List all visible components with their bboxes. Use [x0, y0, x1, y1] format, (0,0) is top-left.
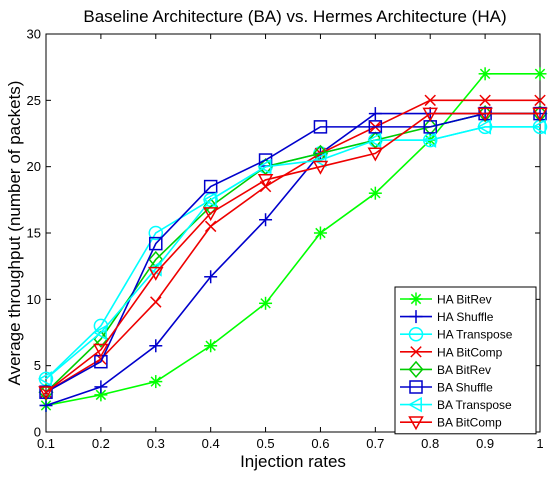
legend-entry-ba-bitcomp: BA BitComp: [400, 416, 502, 431]
data-point-ba-bitcomp: [257, 173, 274, 188]
x-tick-label: 0.3: [147, 436, 165, 451]
data-point-ba-bitcomp: [532, 107, 548, 122]
data-point-ha-bitrev: [149, 375, 163, 389]
data-point-ha-shuffle: [368, 107, 382, 121]
data-point-ha-shuffle: [204, 270, 218, 284]
data-point-ha-bitrev: [368, 186, 382, 200]
series-line-ha-bitcomp: [45, 99, 540, 393]
legend-label: HA Transpose: [437, 328, 513, 342]
series-ha-bitrev: [39, 67, 547, 412]
data-point-ha-bitrev: [478, 67, 492, 81]
legend-marker: [407, 396, 422, 413]
data-point-ha-bitrev: [204, 339, 218, 353]
data-point-ha-bitrev: [313, 226, 327, 240]
data-point-ba-transpose: [257, 158, 272, 175]
data-point-ba-bitcomp: [148, 266, 164, 281]
data-point-ha-shuffle: [39, 398, 53, 412]
legend-entry-ha-transpose: HA Transpose: [400, 326, 513, 342]
legend-label: BA Shuffle: [437, 381, 493, 395]
x-tick-label: 0.8: [421, 436, 439, 451]
data-point-ha-bitcomp: [534, 94, 546, 107]
x-tick-label: 0.6: [311, 436, 329, 451]
legend-label: HA BitRev: [437, 293, 492, 307]
data-point-ba-transpose: [477, 119, 492, 135]
data-point-ba-bitcomp: [202, 207, 219, 222]
x-tick-label: 0.7: [366, 436, 384, 451]
data-point-ha-bitcomp: [479, 94, 491, 107]
x-tick-label: 0.9: [476, 436, 494, 451]
y-axis-label: Average throughput (number of packets): [5, 81, 24, 386]
legend-entry-ba-bitrev: BA BitRev: [400, 360, 491, 379]
data-point-ba-shuffle: [368, 120, 383, 134]
data-point-ba-shuffle: [313, 120, 328, 134]
data-point-ha-bitrev: [533, 67, 547, 81]
legend-entry-ha-shuffle: HA Shuffle: [400, 310, 494, 324]
data-point-ba-transpose: [92, 324, 107, 341]
x-tick-label: 0.5: [257, 436, 275, 451]
x-axis-label: Injection rates: [240, 452, 346, 471]
data-point-ba-transpose: [422, 132, 437, 148]
legend-entry-ba-shuffle: BA Shuffle: [400, 380, 493, 395]
data-point-ba-bitrev: [422, 118, 438, 136]
series-ba-bitcomp: [38, 107, 548, 401]
legend-marker: [408, 360, 424, 379]
data-point-ha-bitrev: [259, 296, 273, 310]
series-line-ba-shuffle: [45, 112, 540, 393]
data-point-ha-bitcomp: [424, 94, 436, 107]
data-point-ha-bitrev: [94, 388, 108, 402]
y-tick-label: 20: [27, 159, 41, 174]
y-tick-label: 10: [27, 292, 41, 307]
legend-entry-ha-bitcomp: HA BitComp: [400, 345, 503, 359]
legend-label: HA BitComp: [437, 345, 503, 359]
data-point-ba-transpose: [312, 152, 327, 168]
data-point-ha-shuffle: [94, 380, 108, 394]
legend-label: BA BitComp: [437, 416, 502, 430]
data-point-ha-transpose: [148, 225, 164, 241]
data-point-ba-shuffle: [149, 236, 163, 251]
data-point-ba-bitcomp: [38, 386, 54, 401]
data-point-ba-bitcomp: [367, 147, 384, 162]
legend-marker: [408, 326, 424, 342]
y-tick-label: 15: [27, 226, 41, 241]
x-tick-label: 0.1: [37, 436, 55, 451]
data-point-ha-shuffle: [149, 339, 163, 353]
data-point-ha-shuffle: [259, 213, 273, 227]
x-tick-label: 0.2: [92, 436, 110, 451]
legend-entry-ba-transpose: BA Transpose: [400, 396, 512, 413]
legend-label: BA BitRev: [437, 363, 491, 377]
data-point-ba-bitcomp: [477, 107, 493, 122]
legend-marker: [408, 416, 424, 431]
data-point-ha-bitcomp: [150, 296, 162, 308]
data-point-ha-bitcomp: [204, 220, 217, 233]
y-tick-label: 5: [34, 358, 41, 373]
legend-label: HA Shuffle: [437, 310, 494, 324]
x-tick-label: 1: [536, 436, 543, 451]
series-line-ha-bitrev: [45, 73, 540, 407]
legend-marker: [409, 292, 423, 306]
chart-title: Baseline Architecture (BA) vs. Hermes Ar…: [83, 7, 506, 26]
legend-marker: [409, 310, 423, 324]
data-point-ba-bitcomp: [93, 343, 109, 358]
data-point-ba-transpose: [202, 192, 217, 208]
series-line-ba-transpose: [45, 126, 540, 380]
series-line-ba-bitcomp: [45, 112, 540, 393]
data-point-ba-transpose: [37, 371, 52, 387]
y-tick-label: 0: [34, 425, 41, 440]
legend-marker: [409, 380, 423, 394]
y-tick-label: 30: [27, 27, 41, 42]
legend: HA BitRev HA Shuffle HA Transpose HA BitCom…: [394, 286, 537, 435]
data-point-ba-bitcomp: [312, 160, 329, 175]
legend-label: BA Transpose: [437, 398, 512, 412]
data-point-ba-transpose: [367, 132, 382, 148]
legend-marker: [410, 346, 422, 358]
data-point-ba-bitcomp: [422, 107, 438, 122]
legend-entry-ha-bitrev: HA BitRev: [400, 292, 492, 307]
y-tick-label: 25: [27, 93, 41, 108]
data-point-ba-shuffle: [203, 179, 218, 194]
data-point-ba-transpose: [531, 119, 546, 135]
x-tick-label: 0.4: [202, 436, 220, 451]
